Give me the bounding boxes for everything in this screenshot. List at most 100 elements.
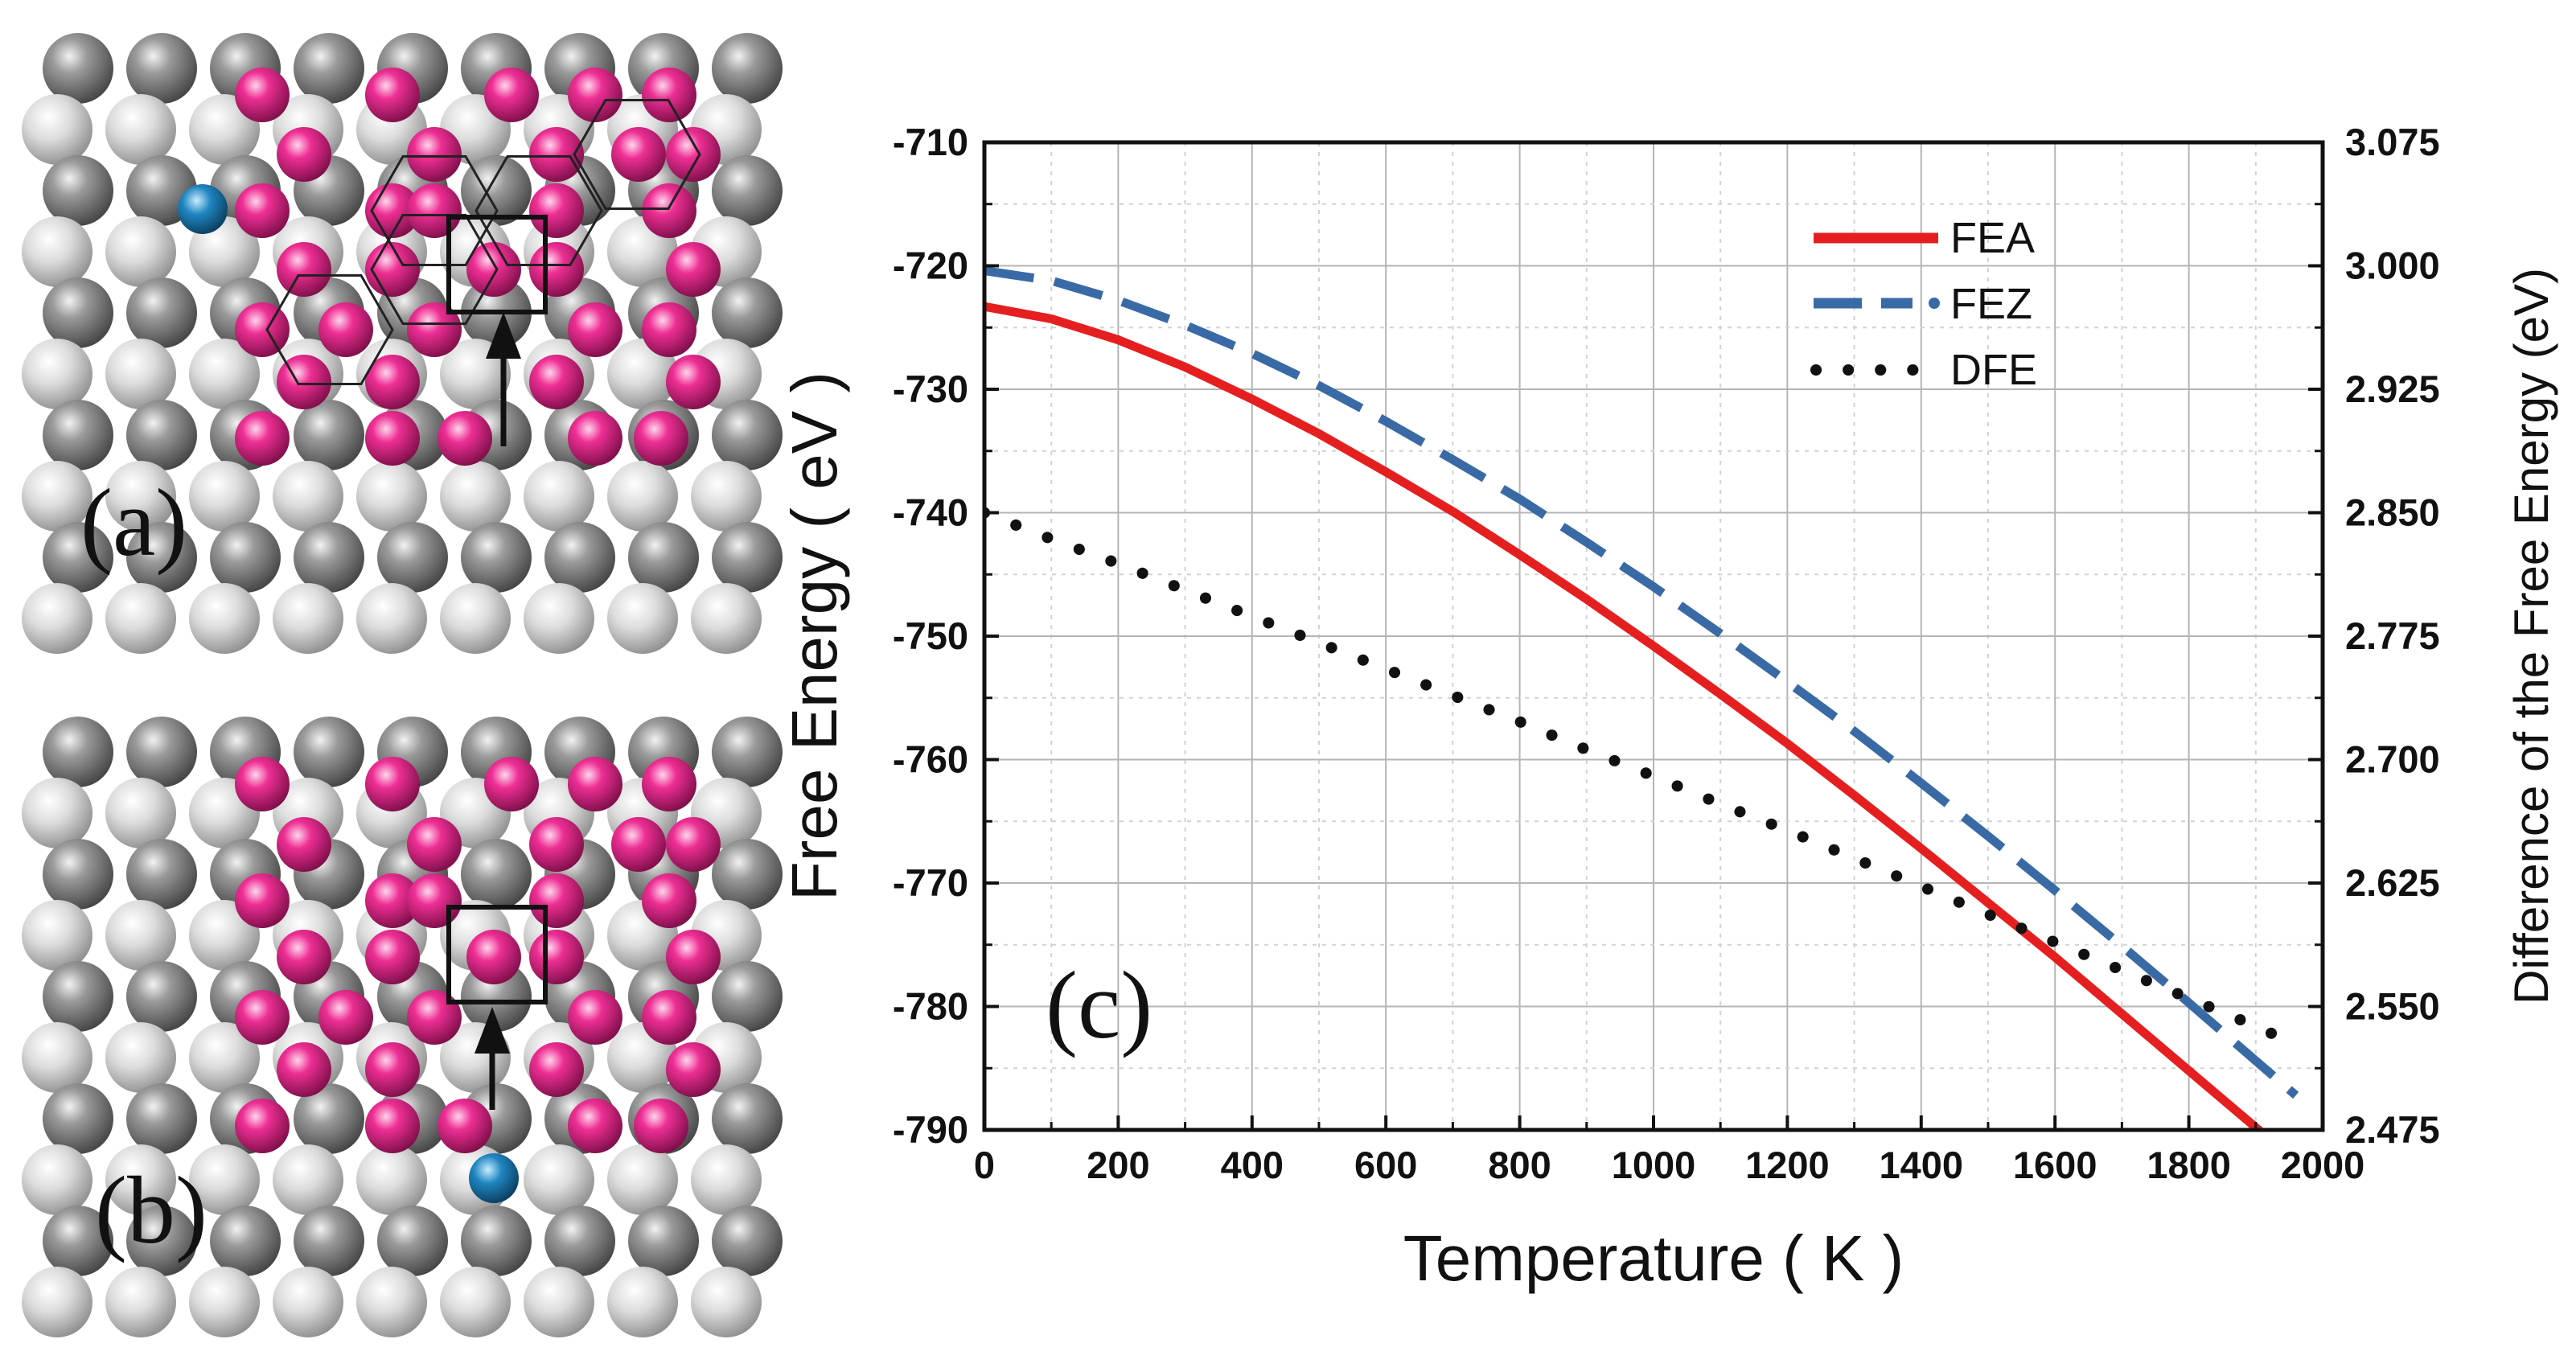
panel-b-host-atom	[461, 839, 532, 910]
panel-a-host-atom	[712, 155, 783, 226]
panel-b-host-atom	[440, 1267, 511, 1337]
panel-b-host-atom	[22, 1144, 92, 1215]
x-tick-label: 400	[1221, 1144, 1284, 1186]
panel-b-host-atom	[43, 839, 113, 910]
panel-a-host-atom	[712, 400, 783, 470]
panel-a-host-atom	[43, 277, 113, 348]
panel-b-adsorbate-atom	[466, 930, 521, 984]
panel-a-host-atom	[126, 522, 197, 593]
chart-ticks: 0 200 400 600 800 1000 1200 1400 1600 1800 2000 -71…	[893, 121, 2440, 1186]
panel-b-host-atom	[712, 717, 783, 787]
panel-b-host-atom	[712, 961, 783, 1032]
series-line-fea	[984, 302, 2266, 1130]
panel-a-adsorbate-atom	[466, 242, 521, 297]
panel-a-hexagon	[573, 99, 701, 210]
panel-b-adsorbate-atom	[365, 1099, 420, 1153]
panel-b-host-atom	[273, 1144, 343, 1215]
legend-label-dfe: DFE	[1950, 346, 2037, 394]
x-tick-label: 200	[1087, 1144, 1149, 1186]
y2-tick-label: 2.700	[2345, 738, 2440, 781]
panel-b-host-atom	[105, 1022, 176, 1093]
panel-a-host-atom	[105, 216, 176, 287]
panel-a-host-atom	[356, 461, 427, 532]
y-tick-label: -730	[893, 368, 968, 410]
legend-label-fez: FEZ	[1950, 280, 2032, 328]
panel-b-host-atom	[189, 1022, 260, 1093]
panel-a-adsorbate-atom	[529, 242, 584, 297]
panel-a-host-atom	[22, 583, 92, 654]
panel-b-host-atom	[189, 1144, 260, 1215]
panel-a-adsorbate-atom	[611, 127, 666, 182]
panel-b-host-atom	[105, 900, 176, 971]
panel-b-adsorbate-atom	[277, 817, 331, 872]
panel-a-host-atom	[356, 583, 427, 654]
panel-a-host-atom	[712, 33, 783, 104]
panel-b-host-atom	[189, 1267, 260, 1337]
panel-a-adsorbate-atom	[642, 302, 696, 357]
legend-label-fea: FEA	[1950, 214, 2035, 262]
panel-a-adsorbate-atom	[568, 68, 622, 122]
panel-a-adsorbate-atom	[484, 68, 539, 122]
panel-b-host-atom	[22, 1267, 92, 1337]
panel-b-host-atom	[607, 1267, 678, 1337]
panel-c-label: (c)	[1046, 951, 1152, 1058]
panel-b-host-atom	[22, 900, 92, 971]
panel-b-adsorbate-atom	[634, 1099, 688, 1153]
panel-b-host-atom	[105, 1267, 176, 1337]
panel-a-host-atom	[294, 33, 364, 104]
panel-a-host-atom	[22, 461, 92, 532]
panel-b-host-atom	[273, 1267, 343, 1337]
panel-b-host-atom	[524, 1144, 594, 1215]
y-axis-title: Free Energy ( eV )	[779, 372, 850, 901]
panel-b-host-atom	[294, 1206, 364, 1276]
panel-a-host-atom	[22, 216, 92, 287]
panel-a-host-atom	[189, 339, 260, 409]
x-tick-label: 1200	[1745, 1144, 1830, 1186]
panel-a-adsorbate-atom	[529, 355, 584, 409]
panel-b-adsorbate-atom	[365, 757, 420, 811]
panel-a-adsorbate-atom	[365, 68, 420, 122]
panel-b-host-atom	[126, 1206, 197, 1276]
panel-b-adsorbate-atom	[642, 873, 696, 928]
panel-b-host-atom	[105, 778, 176, 848]
panel-b-host-atom	[210, 1206, 281, 1276]
y2-tick-label: 2.925	[2345, 368, 2440, 410]
series-line-fez	[984, 266, 2299, 1099]
panel-b-adsorbate-atom	[407, 817, 462, 872]
panel-b-adsorbate-atoms	[235, 757, 721, 1203]
free-energy-chart: 0 200 400 600 800 1000 1200 1400 1600 1800 2000 -71…	[779, 121, 2558, 1294]
panel-a-adsorbate-atom	[365, 355, 420, 409]
panel-b-host-atom	[544, 1206, 615, 1276]
panel-b-host-atom	[22, 778, 92, 848]
panel-b-adsorbate-atom	[365, 930, 420, 984]
panel-a-label: (a)	[80, 469, 187, 576]
panel-a-adsorbate-atom	[235, 183, 290, 238]
panel-a-adsorbate-atom	[634, 411, 688, 466]
panel-a-host-atom	[691, 583, 762, 654]
panel-a-host-atom	[628, 522, 699, 593]
panel-a-adsorbate-atom	[365, 411, 420, 466]
panel-b-host-atom	[628, 1206, 699, 1276]
panel-b-adsorbate-atom	[642, 990, 696, 1045]
x-tick-label: 600	[1354, 1144, 1417, 1186]
y-tick-label: -750	[893, 614, 968, 657]
y2-axis-title: Difference of the Free Energy (eV)	[2504, 268, 2558, 1004]
panel-a-host-atom	[126, 400, 197, 470]
panel-b-adsorbate-atom	[666, 930, 721, 984]
x-tick-label: 1600	[2013, 1144, 2097, 1186]
panel-b-structure: (b)	[22, 717, 783, 1337]
panel-a-dopant-atom	[178, 184, 228, 234]
panel-a-hexagon	[265, 274, 394, 385]
panel-a-host-atom	[273, 583, 343, 654]
panel-a-host-atom	[189, 583, 260, 654]
panel-b-host-atom	[43, 961, 113, 1032]
panel-b-host-atom	[524, 1267, 594, 1337]
y-tick-label: -760	[893, 738, 968, 781]
panel-a-adsorbate-atom	[235, 411, 290, 466]
y-tick-label: -790	[893, 1108, 968, 1151]
panel-a-adsorbate-atom	[568, 411, 622, 466]
panel-a-adsorbate-atom	[529, 127, 584, 182]
panel-b-adsorbate-atom	[666, 1042, 721, 1097]
panel-b-host-atom	[43, 717, 113, 787]
x-axis-title: Temperature ( K )	[1403, 1222, 1904, 1294]
